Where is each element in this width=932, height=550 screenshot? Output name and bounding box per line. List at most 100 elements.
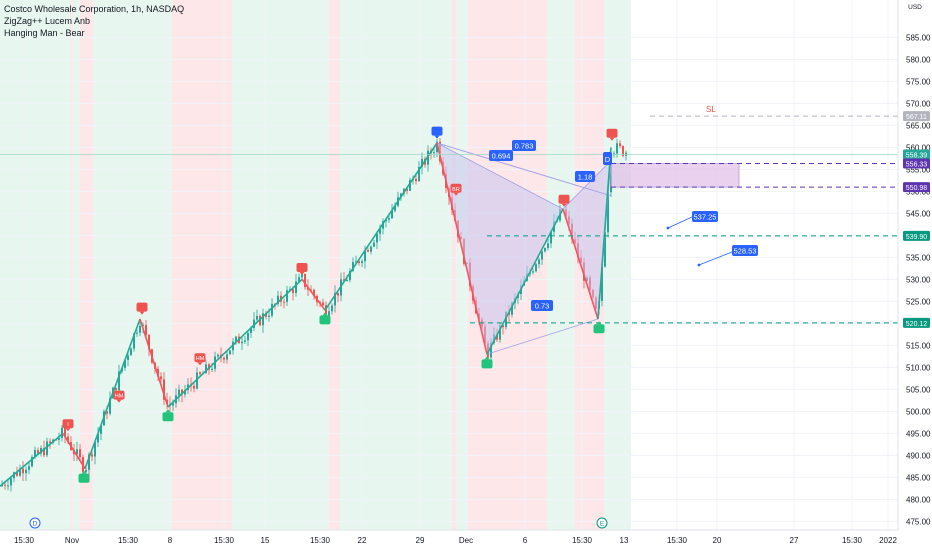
harmonic-bd-line xyxy=(486,318,599,355)
indicator-hanging-man[interactable]: Hanging Man - Bear xyxy=(4,28,85,38)
low-marker-pointer xyxy=(165,409,171,413)
low-marker[interactable] xyxy=(78,470,90,483)
candle-body xyxy=(133,333,135,349)
candle-body xyxy=(223,357,225,360)
time-tick-label: Nov xyxy=(65,536,79,545)
hanging-man-marker[interactable]: HM xyxy=(113,390,125,403)
high-marker-pointer xyxy=(139,311,145,315)
candle-body xyxy=(295,281,297,294)
dividend-icon[interactable] xyxy=(29,517,41,529)
candle-body xyxy=(163,379,165,400)
candle-body xyxy=(109,398,111,414)
price-tag: 550.98 xyxy=(906,185,928,192)
session-background xyxy=(0,0,631,530)
candle-body xyxy=(88,454,90,470)
high-marker[interactable] xyxy=(431,126,443,139)
candle-body xyxy=(127,355,129,360)
high-marker[interactable] xyxy=(136,302,148,315)
candle-body xyxy=(148,334,150,350)
candle-body xyxy=(310,289,312,291)
candle-body xyxy=(601,266,603,301)
candle-body xyxy=(10,478,12,486)
candle-body xyxy=(361,261,363,264)
candle-body xyxy=(4,484,6,486)
grid-lines xyxy=(0,0,898,544)
low-marker[interactable] xyxy=(481,356,493,369)
candle-body xyxy=(196,372,198,389)
high-marker-pointer xyxy=(65,428,71,432)
candle-body xyxy=(211,368,213,370)
candle-body xyxy=(337,292,339,296)
low-marker[interactable] xyxy=(319,312,331,325)
candle-body xyxy=(304,273,306,288)
time-tick-label: 15 xyxy=(261,536,270,545)
chart-legend: Costco Wholesale Corporation, 1h, NASDAQ… xyxy=(4,3,184,39)
price-axis-bg xyxy=(898,0,932,550)
candle-body xyxy=(244,340,246,342)
candle-body xyxy=(616,143,618,154)
bearish-marker-text: BR xyxy=(452,187,460,193)
hanging-man-marker[interactable]: HM xyxy=(194,353,206,366)
candle-body xyxy=(343,279,345,281)
time-tick-label: 13 xyxy=(620,536,629,545)
candle-body xyxy=(379,228,381,234)
candle-body xyxy=(235,336,237,342)
candle-body xyxy=(547,243,549,248)
hanging-man-marker-pointer xyxy=(197,362,203,366)
candle-body xyxy=(58,437,60,440)
candle-body xyxy=(193,385,195,389)
low-marker[interactable] xyxy=(162,409,174,422)
currency-label: USD xyxy=(908,4,922,11)
candle-body xyxy=(331,305,333,312)
candle-body xyxy=(250,328,252,334)
candle-body xyxy=(538,259,540,265)
high-marker[interactable] xyxy=(296,263,308,275)
candle-body xyxy=(373,242,375,247)
candle-body xyxy=(352,262,354,272)
candle-body xyxy=(34,450,36,457)
time-tick-label: Dec xyxy=(459,536,473,545)
target-connector xyxy=(698,251,733,266)
high-marker[interactable] xyxy=(606,128,618,141)
price-tick-label: 485.00 xyxy=(906,473,931,482)
bearish-marker[interactable]: BR xyxy=(450,183,462,196)
candle-body xyxy=(199,372,201,375)
candle-body xyxy=(286,290,288,302)
candle-body xyxy=(142,325,144,327)
high-marker-pointer xyxy=(434,135,440,139)
bearish-marker-pointer xyxy=(453,192,459,196)
candle-body xyxy=(496,334,498,340)
earnings-icon[interactable] xyxy=(596,517,608,529)
candle-body xyxy=(313,289,315,296)
target-connector xyxy=(667,216,693,229)
candle-body xyxy=(217,354,219,357)
session-band xyxy=(452,0,456,530)
low-marker[interactable] xyxy=(593,321,605,334)
candle-body xyxy=(325,305,327,316)
hanging-man-marker-shape xyxy=(113,390,125,400)
indicator-zigzag[interactable]: ZigZag++ Lucem Anb xyxy=(4,16,91,26)
candle-body xyxy=(16,472,18,476)
symbol-title[interactable]: Costco Wholesale Corporation, 1h, NASDAQ xyxy=(4,4,185,14)
price-tick-label: 585.00 xyxy=(906,33,931,42)
low-marker-shape xyxy=(162,412,174,422)
candle-body xyxy=(25,469,27,474)
candle-body xyxy=(367,250,369,252)
candle-body xyxy=(205,364,207,374)
candle-body xyxy=(388,218,390,220)
low-marker-pointer xyxy=(484,356,490,360)
candle-body xyxy=(256,315,258,320)
price-tick-label: 490.00 xyxy=(906,451,931,460)
zigzag-segment xyxy=(62,432,86,470)
price-tick-label: 510.00 xyxy=(906,363,931,372)
candle-body xyxy=(334,292,336,306)
candle-body xyxy=(67,436,69,443)
high-marker[interactable]: I xyxy=(62,419,74,432)
candle-body xyxy=(277,295,279,304)
candle-body xyxy=(172,403,174,406)
candle-body xyxy=(253,319,255,329)
ratio-label-bg xyxy=(531,300,553,311)
high-marker[interactable] xyxy=(558,194,570,207)
